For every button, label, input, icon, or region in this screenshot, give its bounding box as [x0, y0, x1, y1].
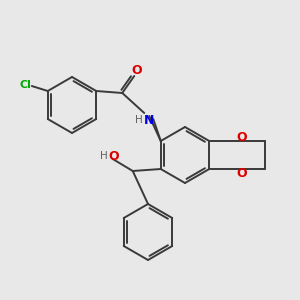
Text: H: H	[100, 151, 108, 161]
Text: N: N	[144, 113, 154, 127]
Text: H: H	[135, 115, 143, 125]
Text: O: O	[236, 167, 247, 179]
Text: O: O	[131, 64, 142, 77]
Text: O: O	[108, 149, 119, 163]
Text: Cl: Cl	[20, 80, 32, 90]
Text: O: O	[236, 130, 247, 143]
